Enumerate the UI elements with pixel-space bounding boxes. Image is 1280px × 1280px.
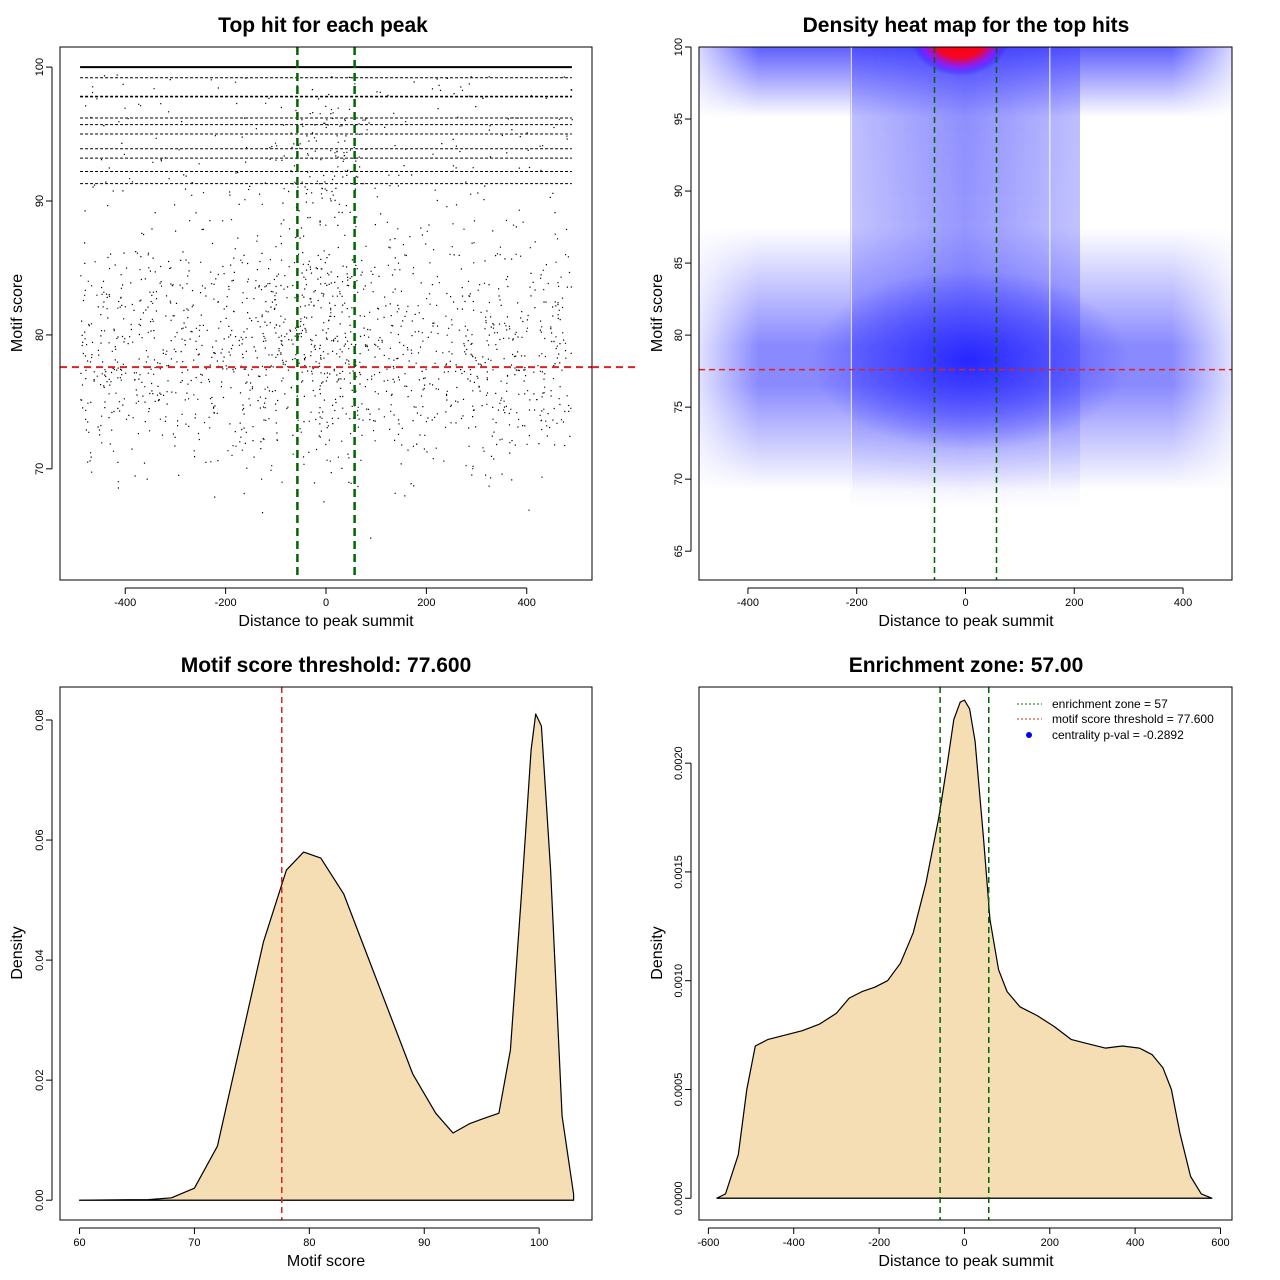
score-density-ylabel: Density: [9, 926, 26, 979]
scatter-overlay: [60, 47, 592, 580]
legend-threshold-label: motif score threshold = 77.600: [1052, 712, 1214, 726]
score-density-plot: [78, 687, 575, 1220]
legend-zone-label: enrichment zone = 57: [1052, 697, 1168, 711]
distance-density-title: Enrichment zone: 57.00: [849, 654, 1084, 677]
heatmap-y-tick-label: 95: [673, 113, 685, 125]
distance-density-y-tick-label: 0.0020: [673, 746, 685, 780]
distance-density-area: [716, 699, 1213, 1199]
scatter-xlabel: Distance to peak summit: [238, 613, 414, 630]
distance-density-y-tick-label: 0.0005: [673, 1073, 685, 1107]
score-density-x-tick-label: 100: [530, 1237, 548, 1249]
score-density-y-tick-label: 0.08: [34, 709, 46, 730]
distance-density-panel: Enrichment zone: 57.00 -600 -400 -200 0 200 4…: [649, 654, 1233, 1270]
score-density-axes: 60 70 80 90 100 0.00 0.02 0.04 0.06 0.08: [34, 709, 548, 1249]
score-density-y-tick-label: 0.06: [34, 829, 46, 850]
score-density-xlabel: Motif score: [287, 1253, 365, 1270]
score-density-y-tick-label: 0.00: [34, 1189, 46, 1210]
score-density-panel: Motif score threshold: 77.600 60 70 80 90 10…: [9, 654, 593, 1270]
scatter-y-tick-label: 100: [34, 58, 46, 76]
heatmap-left-fade: [699, 47, 759, 580]
legend: enrichment zone = 57 motif score thresho…: [1017, 697, 1214, 742]
heatmap-field: [699, 47, 1232, 580]
scatter-y-tick-label: 80: [34, 329, 46, 341]
scatter-y-tick-label: 70: [34, 463, 46, 475]
distance-density-frame: [698, 686, 1233, 1221]
heatmap-plot-frame: [698, 46, 1233, 581]
heatmap-xlabel: Distance to peak summit: [878, 613, 1054, 630]
scatter-title: Top hit for each peak: [218, 14, 428, 37]
scatter-x-tick-label: 400: [518, 597, 536, 609]
heatmap-title: Density heat map for the top hits: [803, 14, 1130, 37]
scatter-ylabel: Motif score: [9, 274, 26, 352]
heatmap-x-tick-label: 0: [962, 597, 968, 609]
heatmap-y-tick-label: 80: [673, 329, 685, 341]
heatmap-y-tick-label: 75: [673, 401, 685, 413]
score-density-y-tick-label: 0.04: [34, 949, 46, 970]
heatmap-x-tick-label: -200: [846, 597, 868, 609]
heatmap-peak-blob: [911, 47, 1009, 76]
scatter-dots: [80, 74, 573, 539]
distance-density-axes: -600 -400 -200 0 200 400 600 0.0000 0.0005 0.0010…: [673, 746, 1230, 1249]
distance-density-x-tick-label: -400: [783, 1237, 805, 1249]
heatmap-y-tick-label: 65: [673, 545, 685, 557]
heatmap-overlay: [699, 47, 1232, 580]
distance-density-y-tick-label: 0.0000: [673, 1181, 685, 1215]
distance-density-y-tick-label: 0.0010: [673, 964, 685, 998]
heatmap-x-tick-label: 200: [1065, 597, 1083, 609]
heatmap-x-tick-label: 400: [1174, 597, 1192, 609]
heatmap-y-tick-label: 70: [673, 473, 685, 485]
distance-density-x-tick-label: 400: [1126, 1237, 1144, 1249]
heatmap-panel: Density heat map for the top hits -400 -2…: [649, 14, 1233, 630]
scatter-panel: Top hit for each peak -400 -200 0 200 400 70 8…: [9, 14, 640, 630]
heatmap-y-tick-label: 100: [673, 38, 685, 56]
score-density-x-tick-label: 60: [73, 1237, 85, 1249]
distance-density-x-tick-label: 200: [1041, 1237, 1059, 1249]
score-density-x-tick-label: 80: [303, 1237, 315, 1249]
score-density-area: [78, 713, 575, 1201]
distance-density-ylabel: Density: [649, 926, 666, 979]
distance-density-y-tick-label: 0.0015: [673, 855, 685, 889]
distance-density-x-tick-label: 600: [1211, 1237, 1229, 1249]
scatter-plot-frame: [59, 46, 593, 581]
score-density-y-tick-label: 0.02: [34, 1069, 46, 1090]
score-density-x-tick-label: 90: [418, 1237, 430, 1249]
heatmap-y-tick-label: 90: [673, 185, 685, 197]
scatter-x-tick-label: 200: [417, 597, 435, 609]
distance-density-x-tick-label: 0: [961, 1237, 967, 1249]
heatmap-center-blob: [810, 270, 1130, 450]
heatmap-y-tick-label: 85: [673, 257, 685, 269]
score-density-frame: [59, 686, 593, 1221]
scatter-axes: -400 -200 0 200 400 70 80 90 100: [34, 58, 640, 609]
scatter-y-tick-label: 90: [34, 195, 46, 207]
distance-density-xlabel: Distance to peak summit: [878, 1253, 1054, 1270]
heatmap-axes: -400 -200 0 200 400 65 70 75 80 85 90 95 100: [673, 38, 1192, 609]
scatter-x-tick-label: -200: [215, 597, 237, 609]
distance-density-plot: [716, 687, 1213, 1220]
score-density-title: Motif score threshold: 77.600: [181, 654, 472, 677]
distance-density-x-tick-label: -600: [697, 1237, 719, 1249]
score-density-x-tick-label: 70: [188, 1237, 200, 1249]
scatter-x-tick-label: 0: [323, 597, 329, 609]
scatter-points: [80, 66, 573, 539]
distance-density-x-tick-label: -200: [868, 1237, 890, 1249]
heatmap-right-fade: [1172, 47, 1232, 580]
heatmap-ylabel: Motif score: [649, 274, 666, 352]
heatmap-x-tick-label: -400: [737, 597, 759, 609]
scatter-x-tick-label: -400: [114, 597, 136, 609]
legend-pval-marker: [1026, 732, 1032, 738]
legend-pval-label: centrality p-val = -0.2892: [1052, 728, 1184, 742]
